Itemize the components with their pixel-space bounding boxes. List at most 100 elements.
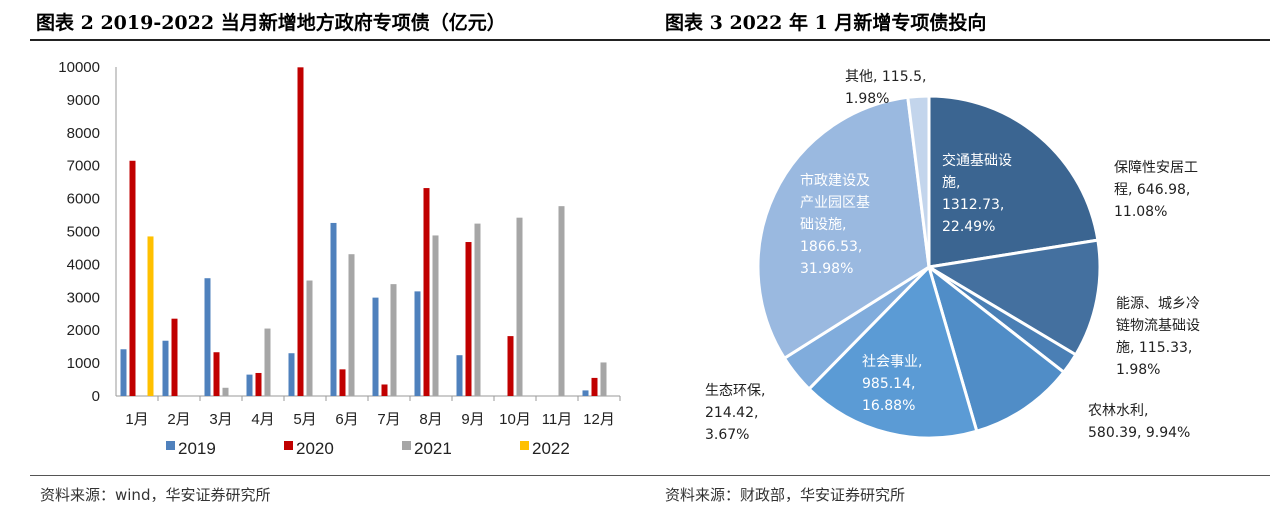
pie-label-line: 施, 115.33, [1116, 340, 1192, 356]
bar-2019-5月 [288, 353, 295, 396]
y-tick-label: 6000 [67, 191, 100, 208]
pie-label-line: 3.67% [705, 427, 749, 443]
pie-label-line: 社会事业, [862, 354, 922, 370]
pie-slice-7 [756, 95, 931, 360]
pie-label-line: 交通基础设 [942, 152, 1012, 169]
bar-2020-9月 [465, 242, 472, 396]
y-tick-label: 7000 [67, 158, 100, 175]
pie-label-1: 交通基础设施, 1312.73, 22.49% [942, 152, 1012, 235]
pie-slice-2 [927, 238, 1102, 357]
bar-2020-5月 [297, 67, 304, 396]
legend-label-2019: 2019 [178, 439, 216, 458]
pie-label-line: 1312.73, [942, 197, 1004, 213]
pie-label-line: 985.14, [862, 376, 915, 392]
x-tick-label: 9月 [461, 411, 484, 428]
header-rule [30, 39, 1270, 41]
x-tick-label: 7月 [377, 411, 400, 428]
x-tick-label: 10月 [499, 411, 531, 428]
bar-2019-1月 [120, 349, 127, 396]
pie-slice-5 [807, 265, 979, 440]
pie-label-line: 16.88% [862, 398, 915, 414]
bar-chart: 0 1000 2000 3000 4000 5000 6000 7000 8000 9000 100… [58, 59, 621, 458]
bar-2021-9月 [474, 223, 481, 396]
pie-label-line: 施, [942, 175, 960, 191]
footer-rule [30, 475, 1270, 476]
y-tick-label: 5000 [67, 224, 100, 241]
legend-swatch-2020 [284, 441, 293, 450]
bar-2019-8月 [414, 291, 421, 396]
bar-2019-9月 [456, 355, 463, 396]
bar-2020-4月 [255, 372, 262, 396]
pie-label-line: 能源、城乡冷 [1116, 296, 1200, 312]
bar-2020-1月 [129, 160, 136, 396]
pie-slice-4 [927, 265, 1066, 433]
bar-2021-8月 [432, 235, 439, 396]
pie-label-line: 市政建设及 [800, 172, 870, 189]
x-tick-label: 8月 [419, 411, 442, 428]
pie-label-line: 22.49% [942, 219, 995, 235]
legend-swatch-2022 [520, 441, 529, 450]
y-tick-label: 2000 [67, 322, 100, 339]
x-tick-label: 3月 [209, 411, 232, 428]
y-tick-label: 1000 [67, 355, 100, 372]
legend-label-2021: 2021 [414, 439, 452, 458]
pie-label-3: 能源、城乡冷链物流基础设施, 115.33, 1.98% [1116, 296, 1200, 378]
pie-label-line: 础设施, [800, 217, 846, 233]
pie-label-line: 214.42, [705, 405, 758, 421]
pie-label-line: 31.98% [800, 261, 853, 277]
bar-2020-12月 [591, 377, 598, 396]
bar-2021-11月 [558, 206, 565, 396]
bar-2020-8月 [423, 188, 430, 396]
legend-label-2022: 2022 [532, 439, 570, 458]
pie-label-8: 其他, 115.5, 1.98% [845, 69, 926, 107]
legend-swatch-2021 [402, 441, 411, 450]
bar-2020-7月 [381, 384, 388, 396]
y-tick-label: 0 [92, 388, 100, 405]
bar-2020-6月 [339, 369, 346, 396]
bar-2021-4月 [264, 328, 271, 396]
bar-2019-3月 [204, 278, 211, 396]
x-tick-label: 6月 [335, 411, 358, 428]
bar-2021-10月 [516, 217, 523, 396]
pie-label-5: 社会事业, 985.14, 16.88% [862, 354, 922, 414]
pie-label-line: 580.39, 9.94% [1088, 425, 1190, 441]
bar-2022-1月 [147, 236, 154, 396]
x-tick-label: 4月 [251, 411, 274, 428]
bar-2019-2月 [162, 340, 169, 396]
x-tick-label: 11月 [542, 411, 573, 428]
bar-chart-title: 图表 2 2019-2022 当月新增地方政府专项债（亿元） [36, 12, 506, 34]
y-tick-label: 9000 [67, 92, 100, 109]
pie-slice-8 [906, 94, 931, 269]
pie-label-line: 产业园区基 [800, 194, 870, 211]
pie-label-7: 市政建设及产业园区基础设施, 1866.53, 31.98% [800, 172, 870, 277]
pie-slice-3 [927, 265, 1078, 374]
right-source-note: 资料来源：财政部，华安证券研究所 [665, 486, 906, 504]
y-tick-label: 3000 [67, 289, 100, 306]
left-source-note: 资料来源：wind，华安证券研究所 [40, 486, 271, 504]
pie-label-line: 保障性安居工 [1114, 160, 1198, 176]
pie-label-2: 保障性安居工程, 646.98, 11.08% [1114, 160, 1198, 220]
bar-2020-10月 [507, 336, 514, 396]
bar-2021-12月 [600, 362, 607, 396]
bar-2021-3月 [222, 387, 229, 396]
pie-slice-1 [927, 94, 1100, 269]
x-tick-label: 1月 [125, 411, 148, 428]
bar-2019-4月 [246, 374, 253, 396]
pie-slice-6 [782, 265, 931, 391]
y-tick-label: 8000 [67, 125, 100, 142]
bar-2019-12月 [582, 390, 589, 396]
pie-label-line: 1866.53, [800, 239, 862, 255]
bar-2019-7月 [372, 297, 379, 396]
pie-label-line: 链物流基础设 [1116, 317, 1200, 334]
pie-chart-title: 图表 3 2022 年 1 月新增专项债投向 [665, 12, 987, 34]
pie-label-line: 11.08% [1114, 204, 1167, 220]
x-tick-label: 5月 [293, 411, 316, 428]
legend-label-2020: 2020 [296, 439, 334, 458]
pie-label-line: 生态环保, [705, 383, 765, 399]
bar-2020-3月 [213, 352, 220, 396]
bar-2019-6月 [330, 222, 337, 396]
bar-2020-2月 [171, 318, 178, 396]
bar-2021-6月 [348, 254, 355, 396]
pie-label-line: 其他, 115.5, [845, 69, 926, 85]
y-tick-label: 4000 [67, 256, 100, 273]
